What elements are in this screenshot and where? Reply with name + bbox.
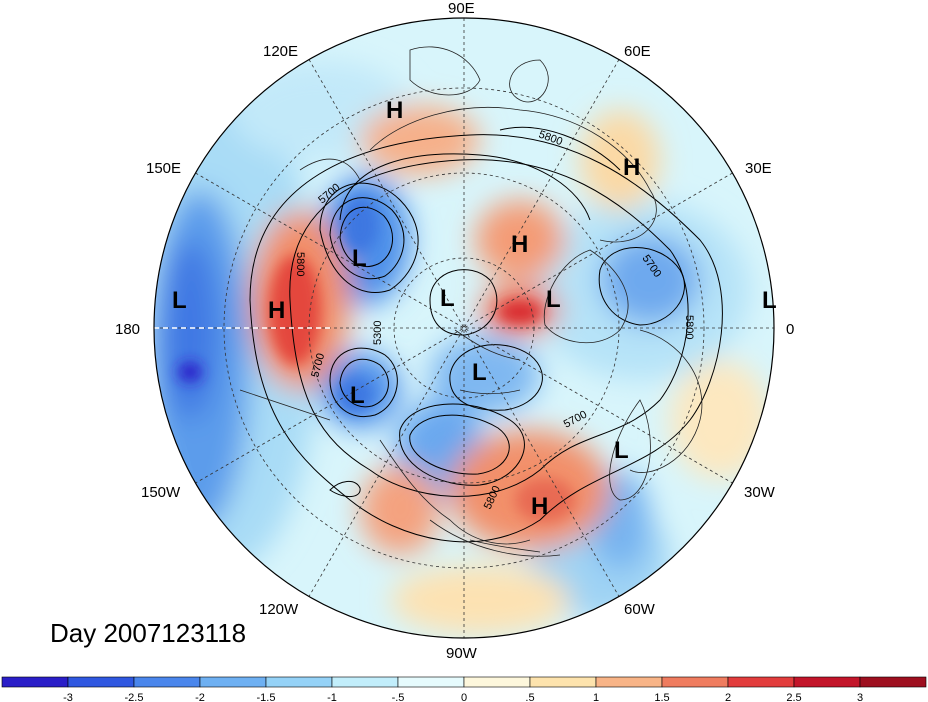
colorbar-label: 2.5	[786, 692, 801, 702]
lon-label-90w: 90W	[446, 645, 478, 662]
low-center-marker: L	[440, 285, 455, 312]
lon-label-30w: 30W	[744, 484, 776, 501]
map-boundary	[153, 17, 775, 639]
colorbar-swatch	[199, 676, 267, 688]
height-contours	[249, 126, 723, 543]
lon-label-60w: 60W	[624, 601, 656, 618]
lon-label-0: 0	[786, 321, 794, 338]
high-center-marker: H	[268, 297, 285, 324]
high-center-marker: H	[386, 97, 403, 124]
colorbar-label: 2	[725, 692, 731, 702]
contour-label: 5300	[372, 321, 384, 345]
colorbar-swatch	[859, 676, 927, 688]
colorbar-label: -2	[195, 692, 205, 702]
colorbar-swatch	[661, 676, 729, 688]
lon-label-30e: 30E	[745, 160, 772, 177]
low-center-marker: L	[172, 287, 187, 314]
colorbar-label: 1	[593, 692, 599, 702]
low-center-marker: L	[472, 359, 487, 386]
high-center-marker: H	[511, 231, 528, 258]
colorbar-labels: -3 -2.5 -2 -1.5 -1 -.5 0 .5 1 1.5 2 2.5 3	[63, 692, 863, 702]
colorbar-swatch	[331, 676, 399, 688]
colorbar-swatch	[133, 676, 201, 688]
contour-label: 5800	[683, 315, 695, 339]
colorbar-swatch	[463, 676, 531, 688]
low-center-marker: L	[352, 245, 367, 272]
contour-label: 5800	[294, 252, 306, 276]
lon-label-180: 180	[115, 321, 140, 338]
colorbar-label: 1.5	[654, 692, 669, 702]
colorbar-label: -.5	[392, 692, 405, 702]
lon-label-150e: 150E	[146, 160, 181, 177]
colorbar-swatch	[397, 676, 465, 688]
high-center-marker: H	[623, 154, 640, 181]
colorbar-swatch	[67, 676, 135, 688]
lon-label-120w: 120W	[259, 601, 299, 618]
longitude-labels: 90E 120E 60E 150E 30E 180 0 150W 30W 120…	[115, 0, 794, 662]
colorbar-label: 3	[857, 692, 863, 702]
colorbar-swatches	[1, 676, 927, 688]
lon-label-90e: 90E	[448, 0, 475, 17]
colorbar-label: -1.5	[257, 692, 276, 702]
low-center-marker: L	[546, 286, 561, 313]
colorbar-swatch	[727, 676, 795, 688]
high-center-marker: H	[531, 493, 548, 520]
colorbar: -3 -2.5 -2 -1.5 -1 -.5 0 .5 1 1.5 2 2.5 3	[1, 676, 927, 702]
pressure-centers: H H H H H L L L L L L L L	[172, 97, 777, 520]
colorbar-swatch	[1, 676, 69, 688]
map-title: Day 2007123118	[50, 618, 247, 648]
colorbar-swatch	[595, 676, 663, 688]
colorbar-label: .5	[525, 692, 534, 702]
colorbar-swatch	[529, 676, 597, 688]
low-center-marker: L	[614, 437, 629, 464]
coastlines	[239, 46, 703, 557]
colorbar-label: -3	[63, 692, 73, 702]
colorbar-swatch	[793, 676, 861, 688]
lon-label-120e: 120E	[263, 43, 298, 60]
lon-label-60e: 60E	[624, 43, 651, 60]
colorbar-label: -2.5	[125, 692, 144, 702]
colorbar-label: 0	[461, 692, 467, 702]
low-center-marker: L	[762, 287, 777, 314]
colorbar-label: -1	[327, 692, 337, 702]
low-center-marker: L	[350, 382, 365, 409]
colorbar-swatch	[265, 676, 333, 688]
lon-label-150w: 150W	[141, 484, 181, 501]
